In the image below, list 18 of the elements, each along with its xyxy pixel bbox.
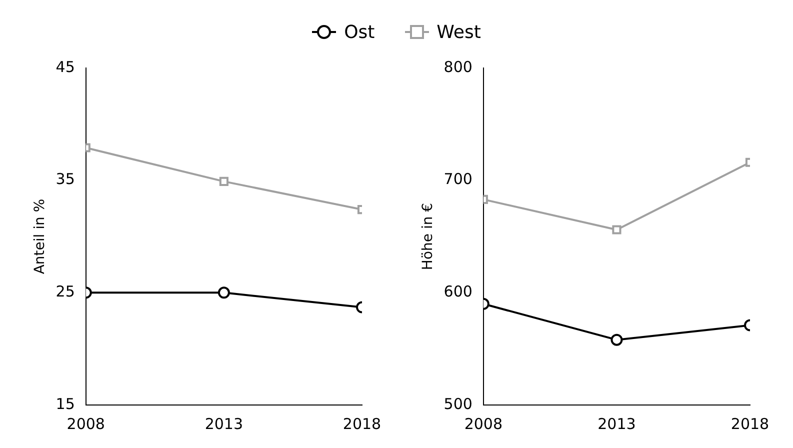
y-axis-title: Anteil in % <box>32 198 48 274</box>
x-tick-label: 2008 <box>464 414 503 433</box>
y-tick-label: 15 <box>56 394 75 413</box>
legend-label: West <box>436 22 481 42</box>
y-tick-label: 35 <box>56 170 75 188</box>
x-tick-label: 2013 <box>204 414 244 433</box>
legend-label: Ost <box>344 22 375 42</box>
y-axis-title: Höhe in € <box>420 202 436 270</box>
x-tick-label: 2013 <box>598 414 636 433</box>
y-tick-label: 700 <box>444 170 472 188</box>
y-tick-label: 25 <box>56 282 75 301</box>
x-tick-label: 2008 <box>66 414 105 433</box>
x-tick-label: 2018 <box>342 414 382 433</box>
y-tick-label: 500 <box>444 394 472 413</box>
y-tick-label: 600 <box>444 282 472 301</box>
y-tick-label: 800 <box>444 58 472 76</box>
y-tick-label: 45 <box>56 58 75 76</box>
x-tick-label: 2018 <box>730 414 770 433</box>
